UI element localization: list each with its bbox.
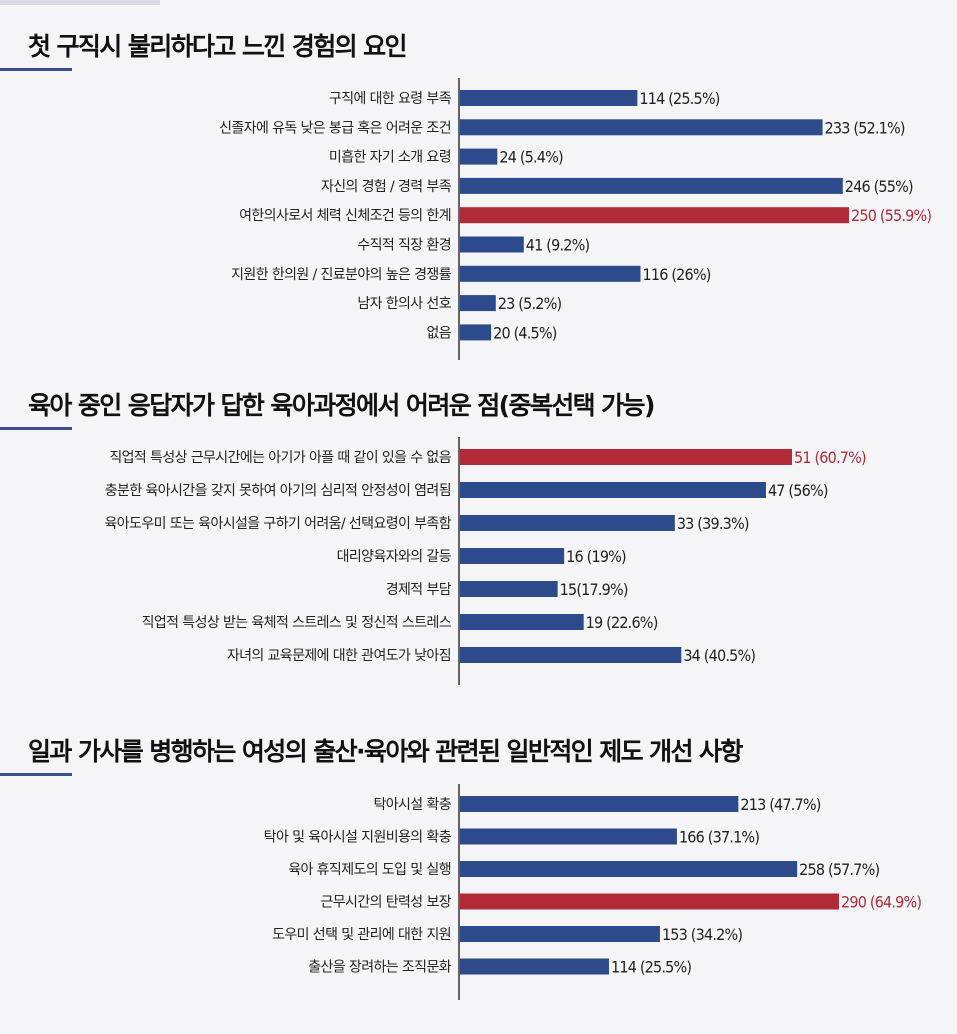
category-label: 지원한 한의원 / 진료분야의 높은 경쟁률 — [231, 267, 452, 283]
bar — [460, 177, 843, 194]
value-label: 290 (64.9%) — [841, 893, 921, 912]
value-label: 233 (52.1%) — [825, 118, 905, 137]
bar — [460, 861, 798, 877]
bar — [460, 90, 638, 106]
bar — [460, 324, 492, 341]
category-label: 경제적 부담 — [386, 582, 452, 598]
chart2-title-rule — [0, 427, 72, 430]
chart2-title: 육아 중인 응답자가 답한 육아과정에서 어려운 점(중복선택 가능) — [28, 391, 655, 420]
category-label: 탁아 및 육아시설 지원비용의 확충 — [264, 830, 452, 846]
chart2-bar-chart: 직업적 특성상 근무시간에는 아기가 아플 때 같이 있을 수 없음 51 (60… — [105, 437, 867, 685]
category-label: 구직에 대한 요령 부족 — [329, 91, 452, 107]
value-label: 213 (47.7%) — [740, 795, 820, 814]
category-label: 탁아시설 확충 — [373, 797, 451, 813]
value-label: 15(17.9%) — [560, 580, 628, 599]
category-label: 육아도우미 또는 육아시설을 구하기 어려움/ 선택요령이 부족함 — [105, 516, 452, 532]
category-label: 도우미 선택 및 관리에 대한 지원 — [272, 927, 451, 943]
category-label: 수직적 직장 환경 — [357, 238, 451, 254]
chart1-bar-chart: 구직에 대한 요령 부족 114 (25.5%) 신졸자에 유독 낮은 봉급 혹은 … — [219, 78, 932, 360]
bar — [460, 647, 682, 663]
bar — [460, 828, 677, 845]
category-label: 미흡한 자기 소개 요령 — [329, 150, 451, 166]
value-label: 246 (55%) — [845, 177, 913, 196]
category-label: 육아 휴직제도의 도입 및 실행 — [288, 862, 451, 878]
value-label: 116 (26%) — [642, 265, 710, 284]
bar — [460, 614, 584, 630]
bar-highlighted — [460, 207, 849, 224]
category-label: 충분한 육아시간을 갖지 못하여 아기의 심리적 안정성이 염려됨 — [105, 483, 451, 499]
chart1-title: 첫 구직시 불리하다고 느낀 경험의 요인 — [28, 32, 408, 61]
value-label: 153 (34.2%) — [662, 925, 742, 944]
category-label: 없음 — [426, 325, 451, 341]
chart1-title-rule — [0, 68, 72, 71]
category-label: 자신의 경험 / 경력 부족 — [321, 179, 452, 195]
value-label: 23 (5.2%) — [498, 294, 562, 313]
category-label: 근무시간의 탄력성 보장 — [321, 895, 452, 911]
bar — [460, 926, 660, 942]
bar — [460, 581, 558, 597]
category-label: 신졸자에 유독 낮은 봉급 혹은 어려운 조건 — [219, 120, 451, 136]
chart3-title-rule — [0, 773, 72, 776]
value-label: 47 (56%) — [768, 481, 828, 500]
chart3-title: 일과 가사를 병행하는 여성의 출산·육아와 관련된 일반적인 제도 개선 사항 — [28, 737, 743, 766]
value-label: 20 (4.5%) — [493, 323, 557, 342]
bar — [460, 958, 609, 975]
value-label: 51 (60.7%) — [794, 448, 866, 467]
category-label: 자녀의 교육문제에 대한 관여도가 낮아짐 — [227, 648, 451, 664]
value-label: 19 (22.6%) — [586, 613, 658, 632]
bar — [460, 796, 739, 812]
category-label: 출산을 장려하는 조직문화 — [308, 960, 451, 976]
bar — [460, 515, 675, 531]
value-label: 250 (55.9%) — [851, 206, 931, 225]
category-label: 대리양육자와의 갈등 — [337, 549, 452, 565]
value-label: 33 (39.3%) — [677, 514, 749, 533]
value-label: 16 (19%) — [566, 547, 626, 566]
bar — [460, 548, 565, 564]
bar — [460, 295, 496, 312]
bar — [460, 148, 498, 165]
category-label: 남자 한의사 선호 — [357, 296, 451, 312]
value-label: 114 (25.5%) — [639, 89, 719, 108]
value-label: 258 (57.7%) — [799, 860, 879, 879]
category-label: 여한의사로서 체력 신체조건 등의 한계 — [239, 208, 451, 224]
bar — [460, 265, 641, 282]
value-label: 24 (5.4%) — [499, 148, 563, 167]
category-label: 직업적 특성상 받는 육체적 스트레스 및 정신적 스트레스 — [142, 615, 452, 631]
bar-highlighted — [460, 449, 792, 465]
value-label: 34 (40.5%) — [683, 646, 755, 665]
top-accent-bar — [0, 0, 160, 5]
category-label: 직업적 특성상 근무시간에는 아기가 아플 때 같이 있을 수 없음 — [109, 450, 451, 466]
value-label: 166 (37.1%) — [679, 828, 759, 847]
chart3-bar-chart: 탁아시설 확충 213 (47.7%) 탁아 및 육아시설 지원비용의 확충 166 … — [264, 784, 922, 1000]
bar — [460, 236, 524, 253]
value-label: 114 (25.5%) — [611, 958, 691, 977]
bar — [460, 119, 823, 136]
bar — [460, 482, 766, 498]
bar-highlighted — [460, 893, 839, 910]
value-label: 41 (9.2%) — [526, 236, 590, 255]
